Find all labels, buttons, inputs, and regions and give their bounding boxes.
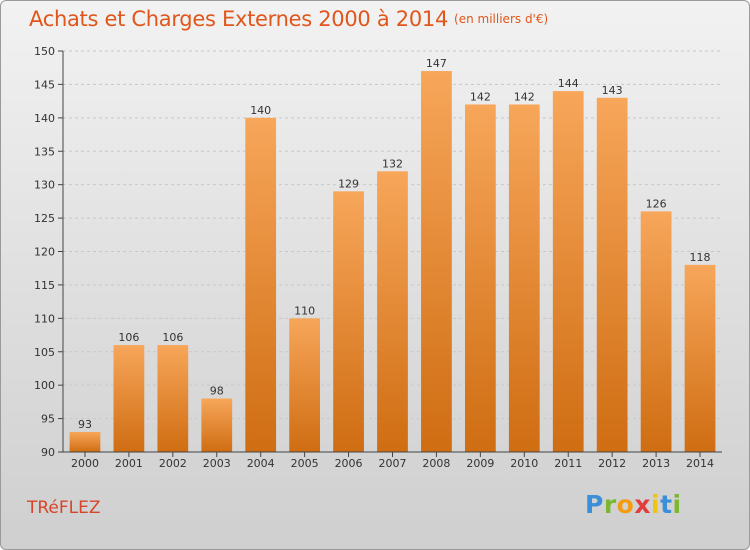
chart-unit: (en milliers d'€) [454,12,549,26]
value-label: 129 [338,177,359,190]
chart-title-block: Achats et Charges Externes 2000 à 2014 (e… [29,7,548,31]
value-label: 110 [294,304,315,317]
value-label: 144 [558,77,579,90]
y-tick-label: 110 [34,312,55,325]
bar-2006 [333,191,364,452]
x-tick-label: 2004 [247,457,275,470]
commune-name: TRéFLEZ [27,498,101,518]
y-tick-label: 135 [34,145,55,158]
y-tick-label: 90 [41,446,55,459]
bar-2004 [245,117,277,452]
x-tick-label: 2007 [379,457,407,470]
logo-letter: o [616,490,635,519]
x-tick-label: 2011 [554,457,582,470]
bar-2008 [421,71,452,453]
logo-letter: t [660,490,673,519]
bar-2007 [377,171,408,453]
y-tick-label: 145 [34,78,55,91]
y-tick-label: 100 [34,379,55,392]
x-tick-label: 2009 [466,457,494,470]
chart-title: Achats et Charges Externes 2000 à 2014 [29,7,449,31]
bar-2012 [596,97,628,453]
bar-2003 [201,398,233,452]
value-label: 142 [470,90,491,103]
x-tick-label: 2001 [115,457,143,470]
bar-2000 [69,431,101,452]
y-tick-label: 150 [34,45,55,58]
bar-2002 [157,345,189,452]
value-label: 140 [250,104,271,117]
x-tick-label: 2003 [203,457,231,470]
logo-letter: i [651,490,661,519]
y-tick-label: 95 [41,413,55,426]
bar-2014 [684,264,716,452]
axes: 90 95 100 105 110 115 120 125 130 135 140 145 150 200… [34,45,722,470]
x-tick-label: 2013 [642,457,670,470]
y-tick-label: 125 [34,212,55,225]
y-tick-label: 120 [34,246,55,259]
value-label: 93 [78,418,92,431]
y-tick-label: 140 [34,112,55,125]
value-label: 143 [602,84,623,97]
value-label: 106 [162,331,183,344]
y-tick-label: 115 [34,279,55,292]
bar-2013 [640,211,672,452]
x-tick-label: 2014 [686,457,714,470]
x-tick-label: 2006 [335,457,363,470]
value-label: 126 [646,197,667,210]
proxiti-logo: Proxiti [585,490,682,519]
x-tick-label: 2012 [598,457,626,470]
y-tick-label: 130 [34,179,55,192]
data-labels: 93 106 106 98 140 110 129 132 147 142 142 144 143 126… [78,57,711,431]
logo-letter: r [603,490,617,519]
bar-2010 [508,104,540,452]
x-tick-label: 2002 [159,457,187,470]
x-tick-label: 2010 [510,457,538,470]
x-tick-label: 2000 [71,457,99,470]
logo-letter: i [672,490,682,519]
x-tick-label: 2005 [291,457,319,470]
value-label: 106 [118,331,139,344]
bars [69,71,716,453]
logo-letter: x [634,490,651,519]
value-label: 147 [426,57,447,70]
bar-2005 [289,318,321,452]
value-label: 142 [514,90,535,103]
bar-2009 [464,104,496,452]
value-label: 118 [690,251,711,264]
bar-2011 [552,91,584,452]
bar-2001 [113,345,145,452]
logo-letter: P [585,490,604,519]
y-tick-label: 105 [34,346,55,359]
x-tick-label: 2008 [422,457,450,470]
value-label: 132 [382,157,403,170]
value-label: 98 [210,385,224,398]
